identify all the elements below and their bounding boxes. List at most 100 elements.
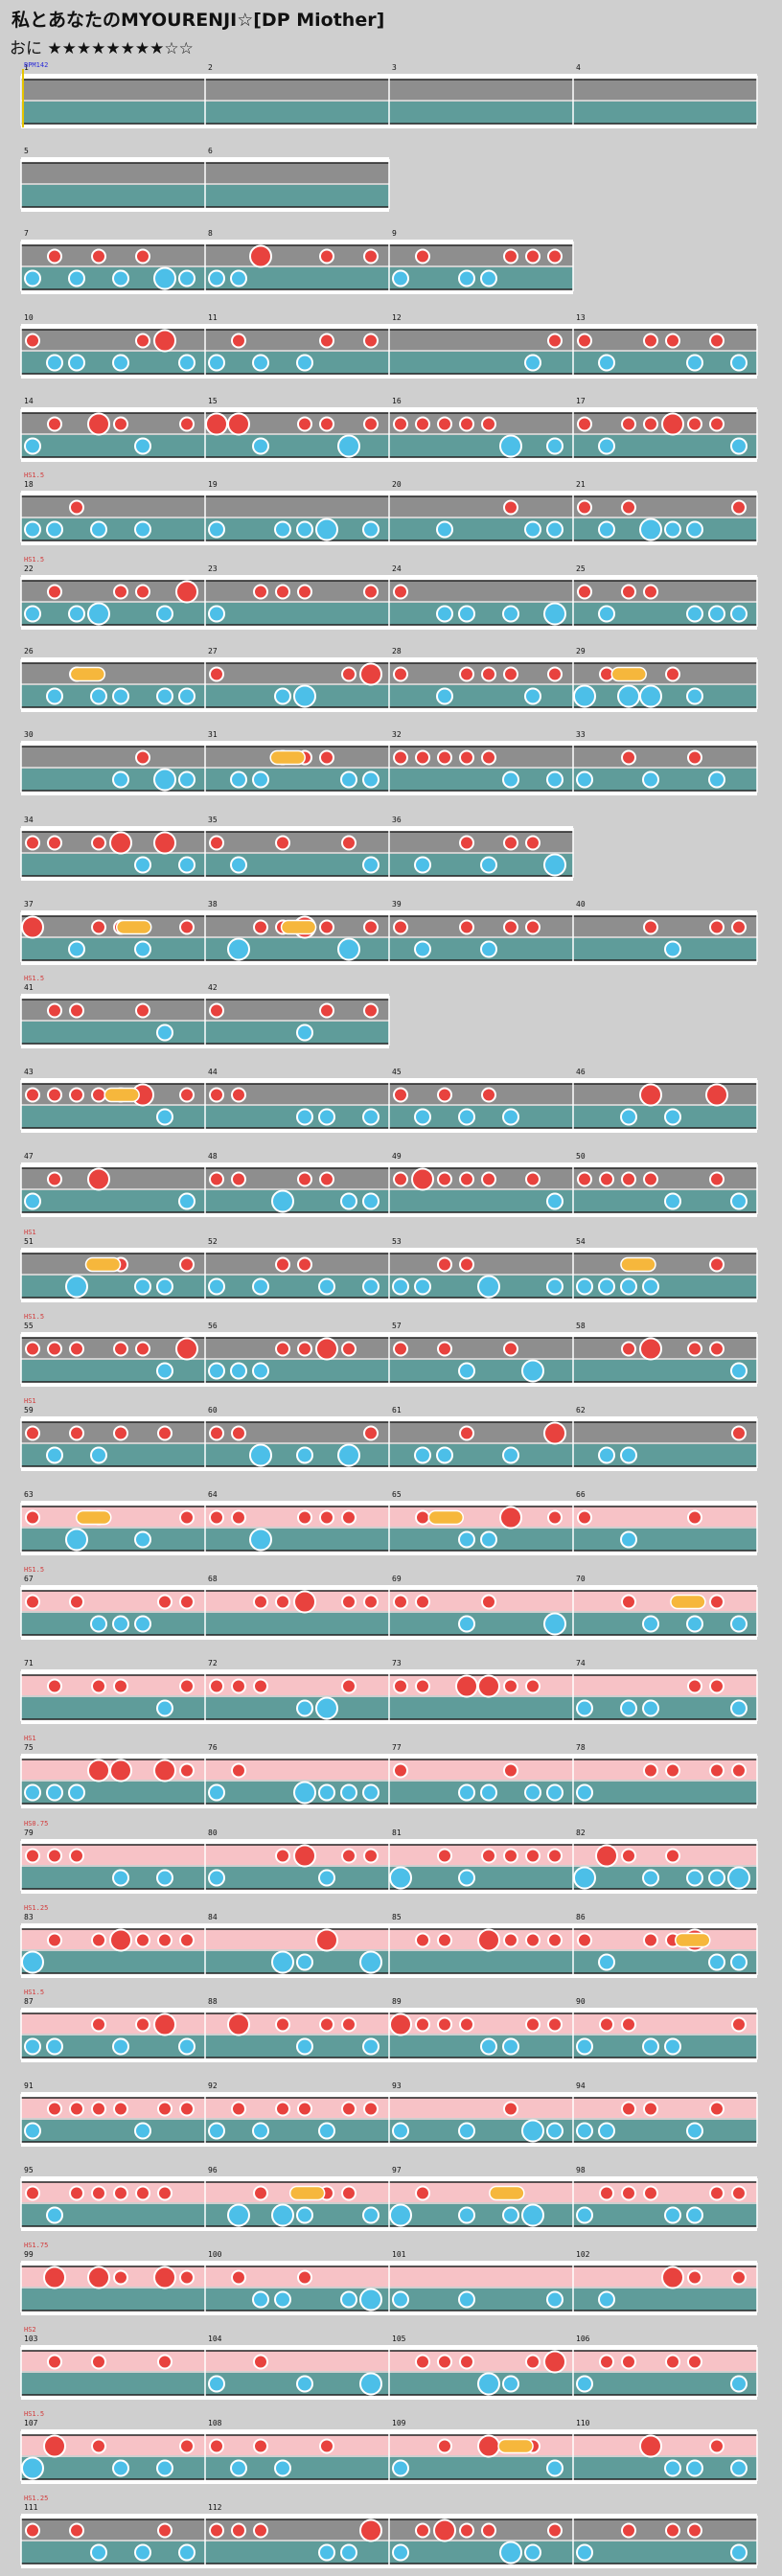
don-note: [135, 1932, 150, 1948]
don-note: [113, 2185, 128, 2201]
don-note: [47, 2101, 62, 2117]
don-note: [415, 248, 430, 264]
ka-note: [458, 1530, 475, 1549]
difficulty-label: おに: [10, 39, 42, 58]
ka-note: [274, 2290, 291, 2309]
measure-number: 10: [24, 313, 34, 322]
ka-note: [271, 1189, 294, 1213]
don-note: [253, 2354, 268, 2370]
ka-note: [458, 1615, 475, 1633]
don-note: [69, 2101, 84, 2117]
measure-number: 65: [392, 1490, 402, 1499]
scroll-speed-label: HS1.25: [24, 1904, 48, 1912]
ka-note: [68, 1783, 85, 1802]
measure-number: 15: [208, 397, 218, 405]
ka-note: [576, 2037, 593, 2056]
measure-number: 29: [576, 647, 586, 656]
ka-note: [68, 269, 85, 288]
don-note: [643, 416, 658, 432]
ka-note: [477, 1275, 500, 1299]
ka-note: [134, 2543, 151, 2562]
ka-note: [112, 269, 129, 288]
don-note: [157, 1425, 172, 1441]
measure-number: 77: [392, 1743, 402, 1752]
ka-note: [598, 2122, 615, 2140]
don-note: [503, 1678, 518, 1694]
ka-note: [502, 2375, 519, 2393]
don-note: [363, 248, 379, 264]
don-note: [179, 1256, 195, 1273]
ka-note: [458, 2290, 475, 2309]
ka-note: [227, 937, 250, 961]
don-note: [25, 333, 40, 349]
don-note: [643, 919, 658, 935]
ka-note: [252, 437, 269, 455]
ka-note: [436, 520, 453, 539]
measure-number: 20: [392, 480, 402, 489]
don-note: [179, 1087, 195, 1103]
measure-number: 104: [208, 2334, 222, 2343]
don-note: [175, 580, 198, 604]
don-note: [275, 835, 290, 851]
lane-edge-bottom: [21, 1551, 757, 1555]
ka-note: [156, 1108, 173, 1126]
ka-note: [502, 1446, 519, 1464]
don-note: [91, 2016, 106, 2033]
don-note: [227, 2012, 250, 2036]
scroll-speed-label: HS0.75: [24, 1820, 48, 1828]
don-note: [665, 1762, 680, 1779]
don-note: [687, 1341, 702, 1357]
ka-note: [153, 768, 176, 792]
don-note: [275, 1256, 290, 1273]
ka-note: [642, 770, 659, 789]
scroll-speed-label: HS1.5: [24, 2410, 44, 2418]
measure-number: 103: [24, 2334, 38, 2343]
measure-number: 62: [576, 1406, 586, 1414]
don-note: [639, 2434, 662, 2458]
ka-note: [340, 770, 357, 789]
ka-note: [389, 2203, 412, 2227]
measure-number: 30: [24, 730, 34, 739]
don-note: [525, 1678, 540, 1694]
ka-note: [524, 520, 541, 539]
lane-edge-bottom: [21, 625, 757, 630]
ka-note: [664, 1192, 681, 1210]
don-note: [91, 1932, 106, 1948]
ka-note: [178, 1192, 196, 1210]
don-note: [621, 499, 636, 516]
ka-note: [392, 2290, 409, 2309]
ka-note: [46, 354, 63, 372]
don-note: [179, 2101, 195, 2117]
ka-note: [156, 1277, 173, 1296]
don-note: [643, 1171, 658, 1187]
measure-number: 28: [392, 647, 402, 656]
ka-note: [252, 2122, 269, 2140]
don-note: [231, 333, 246, 349]
ka-note: [639, 518, 662, 541]
measure-number: 79: [24, 1828, 34, 1837]
ka-note: [24, 437, 41, 455]
don-note: [503, 2101, 518, 2117]
don-note: [363, 2101, 379, 2117]
don-note: [135, 2185, 150, 2201]
don-note: [297, 1171, 312, 1187]
don-note: [69, 2185, 84, 2201]
don-note: [253, 919, 268, 935]
don-note: [709, 333, 724, 349]
don-note: [577, 1932, 592, 1948]
don-note: [459, 749, 474, 766]
measure-number: 27: [208, 647, 218, 656]
don-note: [621, 2354, 636, 2370]
measure-number: 94: [576, 2082, 586, 2090]
don-note: [687, 2269, 702, 2286]
ka-note: [156, 1362, 173, 1380]
don-note: [47, 248, 62, 264]
don-note: [153, 1759, 176, 1782]
measure-number: 37: [24, 900, 34, 908]
don-note: [135, 1002, 150, 1019]
measure-number: 86: [576, 1913, 586, 1921]
ka-note: [208, 1277, 225, 1296]
ka-note: [271, 1950, 294, 1974]
measure-number: 63: [24, 1490, 34, 1499]
